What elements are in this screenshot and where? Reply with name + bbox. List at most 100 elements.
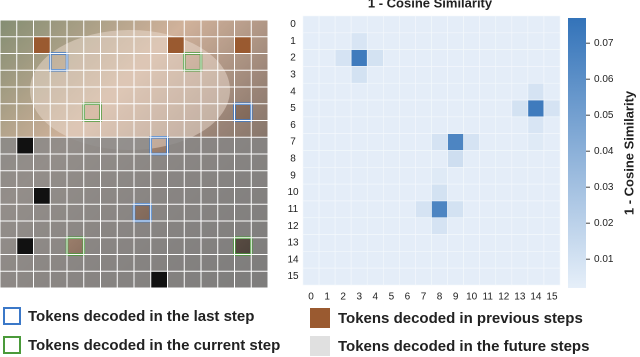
heat-cell [399, 150, 416, 168]
heat-cell [479, 116, 497, 134]
y-tick-label: 10 [287, 187, 299, 198]
heat-cell [495, 183, 513, 202]
heat-cell [463, 82, 480, 101]
future-token [134, 237, 151, 255]
heat-cell [527, 167, 545, 185]
future-token [67, 120, 84, 138]
future-token [117, 70, 134, 87]
heat-cell [383, 183, 400, 202]
heat-cell [415, 99, 432, 118]
future-token [150, 221, 168, 238]
heat-cell [511, 167, 529, 185]
heat-cell [431, 167, 448, 185]
future-token [150, 70, 168, 87]
future-token [184, 103, 201, 121]
future-token [201, 53, 218, 71]
heat-cell [479, 167, 497, 185]
heat-cell [318, 183, 336, 202]
heat-cell [302, 116, 320, 134]
future-token [16, 271, 34, 288]
heat-cell [431, 49, 448, 67]
x-tick-label: 7 [421, 292, 427, 303]
heat-cell [399, 167, 416, 185]
heat-cell [495, 133, 513, 151]
heat-cell [366, 99, 384, 118]
heat-cell [543, 82, 561, 101]
heat-cell [543, 133, 561, 151]
future-token [83, 237, 101, 255]
heat-cell [415, 82, 432, 101]
heat-cell [334, 15, 352, 34]
heat-cell [431, 234, 448, 252]
heat-cell [543, 150, 561, 168]
heat-cell [350, 167, 368, 185]
heat-cell [543, 32, 561, 50]
future-token [201, 20, 218, 37]
future-token [184, 70, 201, 87]
future-token [83, 221, 101, 238]
future-token [184, 221, 201, 238]
heat-cell [463, 150, 480, 168]
future-token [251, 87, 268, 104]
future-token [67, 20, 84, 37]
heat-cell [399, 15, 416, 34]
heat-cell [511, 82, 529, 101]
future-token [100, 254, 118, 272]
future-token [33, 170, 51, 188]
future-token [117, 20, 134, 37]
heat-cell [463, 15, 480, 34]
heat-cell [383, 66, 400, 84]
future-token [100, 154, 118, 171]
future-token [33, 237, 51, 255]
x-tick-label: 9 [453, 292, 459, 303]
y-tick-label: 8 [290, 154, 296, 165]
future-token [16, 221, 34, 238]
y-tick-label: 12 [287, 221, 299, 232]
heat-cell [495, 200, 513, 219]
previous-steps-token [33, 36, 51, 54]
future-token [134, 187, 151, 205]
heat-cell [431, 66, 448, 84]
heat-cell [318, 32, 336, 50]
future-token [33, 221, 51, 238]
heat-cell [318, 150, 336, 168]
future-token [67, 221, 84, 238]
heat-cell [431, 267, 448, 286]
future-token [33, 70, 51, 87]
future-token [251, 237, 268, 255]
x-tick-label: 12 [498, 292, 510, 303]
heat-cell [479, 82, 497, 101]
future-token [67, 53, 84, 71]
future-token [0, 120, 17, 138]
future-token [67, 254, 84, 272]
future-token [217, 204, 235, 221]
future-token [100, 20, 118, 37]
future-token [117, 187, 134, 205]
heat-cell [334, 66, 352, 84]
future-token [150, 53, 168, 71]
heat-cell [463, 267, 480, 286]
heat-cell [318, 267, 336, 286]
future-token [134, 103, 151, 121]
future-token [83, 254, 101, 272]
heat-cell [334, 116, 352, 134]
heat-cell [399, 234, 416, 252]
future-token [201, 137, 218, 154]
heat-cell [302, 15, 320, 34]
future-token [167, 154, 185, 171]
future-token [201, 237, 218, 255]
heat-cell [527, 32, 545, 50]
future-token [0, 36, 17, 54]
future-token [251, 170, 268, 188]
x-tick-label: 15 [546, 292, 558, 303]
heat-cell [431, 183, 448, 202]
future-token [67, 70, 84, 87]
y-tick-label: 9 [290, 170, 296, 181]
heat-cell [447, 167, 464, 185]
heat-cell [447, 82, 464, 101]
heat-cell [495, 150, 513, 168]
future-token [150, 204, 168, 221]
heat-cell [366, 66, 384, 84]
heat-cell [318, 167, 336, 185]
heat-cell [431, 200, 448, 219]
